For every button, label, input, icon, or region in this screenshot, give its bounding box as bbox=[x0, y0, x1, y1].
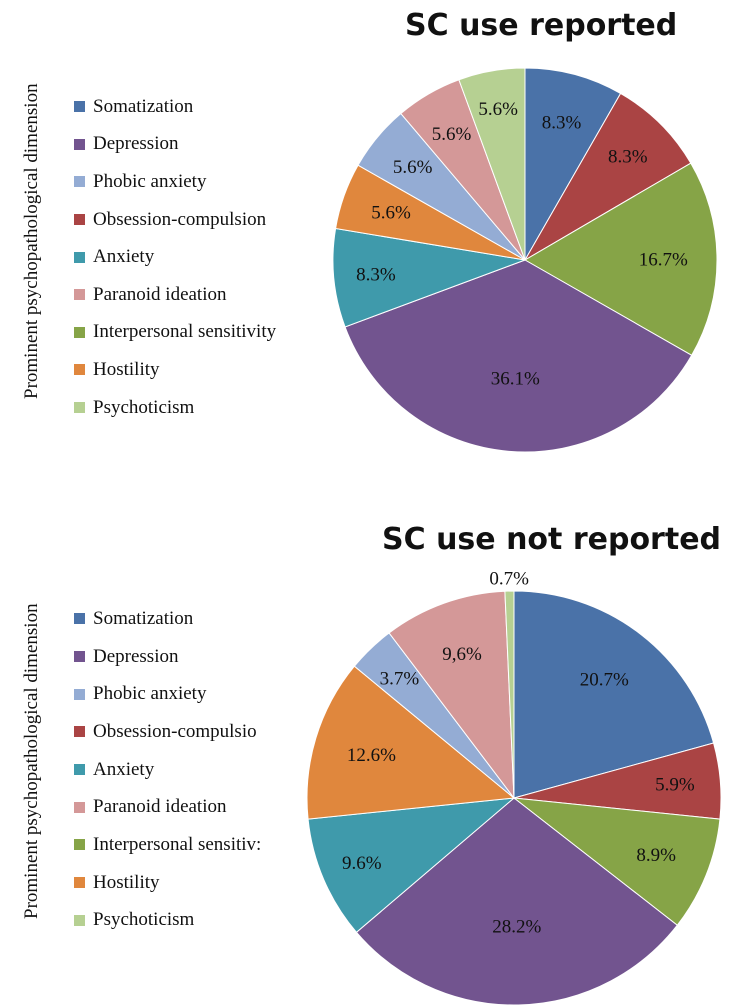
legend-swatch bbox=[74, 289, 85, 301]
data-label-hostility: 12.6% bbox=[347, 745, 396, 766]
data-label-anxiety: 9.6% bbox=[342, 853, 382, 874]
legend-swatch bbox=[74, 726, 85, 738]
legend-label: Psychoticism bbox=[93, 396, 195, 418]
data-label-somatization: 20.7% bbox=[580, 669, 629, 690]
legend-label: Psychoticism bbox=[93, 909, 195, 931]
data-label-hostility: 5.6% bbox=[371, 203, 411, 224]
data-label-phobic-anxiety: 5.6% bbox=[393, 157, 433, 178]
legend-label: Obsession-compulsio bbox=[93, 720, 257, 742]
data-label-psychoticism: 5.6% bbox=[478, 99, 518, 120]
legend-swatch bbox=[74, 402, 85, 414]
legend-label: Phobic anxiety bbox=[93, 683, 207, 705]
pie-slice-psychoticism bbox=[504, 590, 515, 799]
chart-panel-sc-reported: SC use reported Prominent psychopatholog… bbox=[0, 0, 750, 490]
legend-label: Interpersonal sensitiv: bbox=[93, 833, 262, 855]
legend-swatch bbox=[74, 877, 85, 889]
legend-item-paranoid-ideation: Paranoid ideation bbox=[74, 276, 276, 314]
legend-item-obsession-compulsion: Obsession-compulsio bbox=[74, 713, 296, 751]
legend-item-hostility: Hostility bbox=[74, 351, 276, 389]
legend-label: Depression bbox=[93, 133, 179, 155]
legend-swatch bbox=[74, 326, 85, 338]
legend-item-depression: Depression bbox=[74, 126, 276, 164]
legend-label: Somatization bbox=[93, 95, 194, 117]
pie-chart: 20.7% 5.9% 8.9% 28.2% 9.6% 12.6% 3.7% 9,6% 0.7% bbox=[306, 569, 722, 1006]
legend-swatch bbox=[74, 101, 85, 113]
legend-item-obsession-compulsion: Obsession-compulsion bbox=[74, 201, 276, 239]
legend-label: Paranoid ideation bbox=[93, 796, 227, 818]
legend-swatch bbox=[74, 839, 85, 851]
legend-item-hostility: Hostility bbox=[74, 864, 296, 902]
legend-item-anxiety: Anxiety bbox=[74, 751, 296, 789]
data-label-psychoticism: 0.7% bbox=[489, 569, 529, 590]
legend-item-somatization: Somatization bbox=[74, 88, 276, 126]
legend-label: Phobic anxiety bbox=[93, 170, 207, 192]
legend-label: Interpersonal sensitivity bbox=[93, 321, 277, 343]
legend-label: Hostility bbox=[93, 871, 160, 893]
data-label-somatization: 8.3% bbox=[542, 113, 582, 134]
legend-item-interpersonal-sensitivity: Interpersonal sensitiv: bbox=[74, 826, 296, 864]
legend-item-psychoticism: Psychoticism bbox=[74, 389, 276, 427]
legend-item-phobic-anxiety: Phobic anxiety bbox=[74, 163, 276, 201]
chart-title: SC use reported bbox=[405, 8, 678, 43]
legend-item-depression: Depression bbox=[74, 638, 296, 676]
data-label-depression: 36.1% bbox=[491, 369, 540, 390]
data-label-obsession-compulsion: 8.3% bbox=[608, 146, 648, 167]
pie-chart: 8.3% 8.3% 16.7% 36.1% 8.3% 5.6% 5.6% 5.6% 5.6% bbox=[332, 67, 718, 453]
legend-item-paranoid-ideation: Paranoid ideation bbox=[74, 788, 296, 826]
data-label-paranoid-ideation: 9,6% bbox=[442, 644, 482, 665]
pie-slice-psychoticism bbox=[458, 67, 526, 261]
data-label-depression: 28.2% bbox=[492, 916, 541, 937]
legend-label: Paranoid ideation bbox=[93, 283, 227, 305]
data-label-interpersonal-sensitivity: 8.9% bbox=[636, 845, 676, 866]
legend-label: Hostility bbox=[93, 358, 160, 380]
legend-label: Somatization bbox=[93, 607, 194, 629]
legend-swatch bbox=[74, 801, 85, 813]
legend-item-phobic-anxiety: Phobic anxiety bbox=[74, 675, 296, 713]
legend-swatch bbox=[74, 138, 85, 150]
pie-slice-paranoid-ideation bbox=[388, 590, 515, 800]
data-label-paranoid-ideation: 5.6% bbox=[432, 124, 472, 145]
legend-swatch bbox=[74, 364, 85, 376]
pie-slice-anxiety bbox=[332, 227, 527, 328]
data-label-interpersonal-sensitivity: 16.7% bbox=[639, 249, 688, 270]
pie-slice-somatization bbox=[524, 67, 622, 262]
data-label-obsession-compulsion: 5.9% bbox=[655, 775, 695, 796]
pie-slice-depression bbox=[355, 797, 678, 1006]
legend-swatch bbox=[74, 251, 85, 263]
legend-swatch bbox=[74, 176, 85, 188]
legend-swatch bbox=[74, 651, 85, 663]
pie-slice-anxiety bbox=[307, 797, 516, 934]
legend-swatch bbox=[74, 688, 85, 700]
legend: Somatization Depression Phobic anxiety O… bbox=[74, 88, 276, 426]
legend-swatch bbox=[74, 613, 85, 625]
pie-slice-depression bbox=[344, 259, 693, 453]
pie-slice-obsession-compulsion bbox=[523, 92, 692, 262]
legend-label: Anxiety bbox=[93, 246, 155, 268]
legend-label: Depression bbox=[93, 645, 179, 667]
pie-slice-interpersonal-sensitivity bbox=[512, 797, 721, 926]
legend-label: Obsession-compulsion bbox=[93, 208, 267, 230]
data-label-phobic-anxiety: 3.7% bbox=[380, 668, 420, 689]
pie-slice-hostility bbox=[306, 665, 516, 820]
legend-item-psychoticism: Psychoticism bbox=[74, 902, 296, 940]
legend-swatch bbox=[74, 214, 85, 226]
legend-swatch bbox=[74, 914, 85, 926]
data-label-anxiety: 8.3% bbox=[356, 264, 396, 285]
chart-title: SC use not reported bbox=[382, 522, 722, 557]
legend-item-anxiety: Anxiety bbox=[74, 238, 276, 276]
pie-slice-somatization bbox=[513, 590, 715, 799]
legend: Somatization Depression Phobic anxiety O… bbox=[74, 600, 296, 939]
legend-swatch bbox=[74, 764, 85, 776]
legend-item-somatization: Somatization bbox=[74, 600, 296, 638]
legend-item-interpersonal-sensitivity: Interpersonal sensitivity bbox=[74, 314, 276, 352]
pie-slice-interpersonal-sensitivity bbox=[524, 162, 718, 356]
chart-panel-sc-not-reported: SC use not reported Prominent psychopath… bbox=[0, 500, 750, 1007]
legend-label: Anxiety bbox=[93, 758, 155, 780]
